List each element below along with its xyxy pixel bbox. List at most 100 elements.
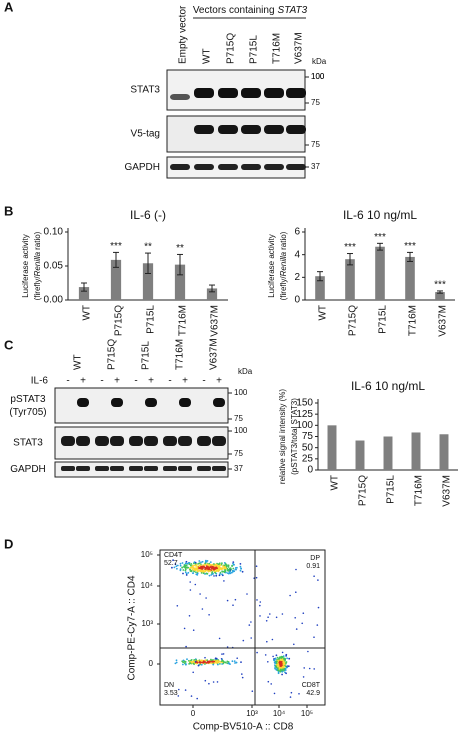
event-dot bbox=[307, 650, 309, 653]
event-dot bbox=[192, 572, 194, 575]
x-tick-label: 10⁵ bbox=[301, 709, 313, 718]
bar bbox=[355, 440, 365, 470]
event-dot bbox=[235, 661, 238, 664]
event-dot bbox=[225, 567, 227, 570]
event-dot bbox=[182, 663, 184, 666]
event-dot bbox=[208, 660, 211, 663]
event-dot bbox=[218, 562, 221, 565]
x-tick-label: 10³ bbox=[246, 709, 258, 718]
event-dot bbox=[208, 564, 211, 567]
row-label: STAT3 bbox=[13, 438, 43, 449]
event-dot bbox=[208, 682, 210, 685]
event-dot bbox=[199, 661, 202, 663]
header-gene: STAT3 bbox=[278, 5, 308, 16]
event-dot bbox=[241, 570, 244, 573]
event-dot bbox=[204, 564, 206, 567]
y-tick-label: 10⁴ bbox=[141, 581, 154, 590]
event-dot bbox=[275, 668, 278, 671]
event-dot bbox=[277, 663, 280, 666]
event-dot bbox=[273, 692, 276, 695]
event-dot bbox=[185, 663, 187, 666]
y-axis-label-part: ratio) bbox=[279, 231, 288, 250]
event-dot bbox=[185, 560, 188, 563]
event-dot bbox=[255, 565, 258, 567]
band bbox=[129, 466, 143, 471]
significance: *** bbox=[344, 242, 356, 253]
event-dot bbox=[195, 568, 197, 571]
x-tick-label: V637M bbox=[210, 305, 221, 337]
event-dot bbox=[184, 569, 187, 572]
event-dot bbox=[175, 661, 178, 664]
event-dot bbox=[190, 695, 193, 697]
x-tick-label: V637M bbox=[438, 305, 449, 337]
event-dot bbox=[313, 575, 315, 577]
band bbox=[95, 466, 109, 471]
y-axis-label: (firefly/Renillaratio) bbox=[279, 231, 288, 300]
event-dot bbox=[206, 565, 208, 567]
event-dot bbox=[207, 570, 210, 573]
event-dot bbox=[281, 670, 284, 673]
event-dot bbox=[201, 567, 204, 569]
event-dot bbox=[221, 653, 223, 655]
event-dot bbox=[246, 593, 248, 595]
bar bbox=[174, 264, 186, 300]
event-dot bbox=[280, 668, 282, 671]
event-dot bbox=[241, 676, 244, 679]
row-label: GAPDH bbox=[124, 162, 160, 173]
band bbox=[144, 466, 158, 471]
y-tick-label: 0 bbox=[307, 465, 313, 476]
band bbox=[163, 436, 177, 446]
band bbox=[170, 164, 190, 170]
event-dot bbox=[284, 669, 287, 671]
significance: *** bbox=[374, 232, 386, 243]
event-dot bbox=[206, 660, 209, 663]
event-dot bbox=[271, 638, 274, 641]
event-dot bbox=[189, 662, 192, 665]
treatment-state: + bbox=[148, 376, 154, 387]
event-dot bbox=[185, 574, 188, 576]
x-tick-label: P715L bbox=[146, 305, 157, 334]
event-dot bbox=[264, 654, 267, 656]
event-dot bbox=[176, 564, 179, 567]
event-dot bbox=[302, 612, 305, 614]
event-dot bbox=[220, 658, 223, 660]
event-dot bbox=[277, 665, 280, 667]
y-tick-label: 4 bbox=[294, 249, 300, 260]
quadrant-value: 0.91 bbox=[306, 563, 320, 570]
band bbox=[76, 436, 90, 446]
event-dot bbox=[204, 663, 206, 665]
event-dot bbox=[183, 661, 185, 663]
event-dot bbox=[288, 657, 291, 660]
event-dot bbox=[275, 654, 278, 657]
panel-label: C bbox=[4, 337, 14, 352]
x-tick-label: WT bbox=[82, 305, 93, 321]
event-dot bbox=[173, 566, 176, 569]
y-tick-label: 2 bbox=[294, 272, 300, 283]
event-dot bbox=[175, 659, 178, 662]
band bbox=[145, 398, 157, 407]
quadrant-name: DN bbox=[164, 682, 174, 689]
lane-label: P715Q bbox=[107, 339, 118, 370]
event-dot bbox=[229, 572, 232, 575]
event-dot bbox=[195, 571, 197, 573]
event-dot bbox=[228, 571, 231, 573]
event-dot bbox=[298, 693, 300, 695]
band bbox=[110, 436, 124, 446]
y-tick-label: 0.10 bbox=[44, 227, 64, 238]
treatment-state: - bbox=[66, 376, 69, 387]
event-dot bbox=[219, 571, 222, 574]
event-dot bbox=[184, 571, 187, 574]
plot-frame bbox=[159, 549, 326, 706]
event-dot bbox=[286, 665, 289, 667]
lane-label: V637M bbox=[209, 338, 220, 370]
event-dot bbox=[302, 676, 305, 678]
event-dot bbox=[213, 660, 216, 663]
band bbox=[144, 436, 158, 446]
event-dot bbox=[205, 597, 207, 599]
event-dot bbox=[189, 566, 192, 569]
band bbox=[163, 466, 177, 471]
event-dot bbox=[204, 562, 207, 565]
event-dot bbox=[234, 568, 237, 571]
event-dot bbox=[176, 605, 179, 607]
header-text: Vectors containing bbox=[193, 5, 275, 16]
